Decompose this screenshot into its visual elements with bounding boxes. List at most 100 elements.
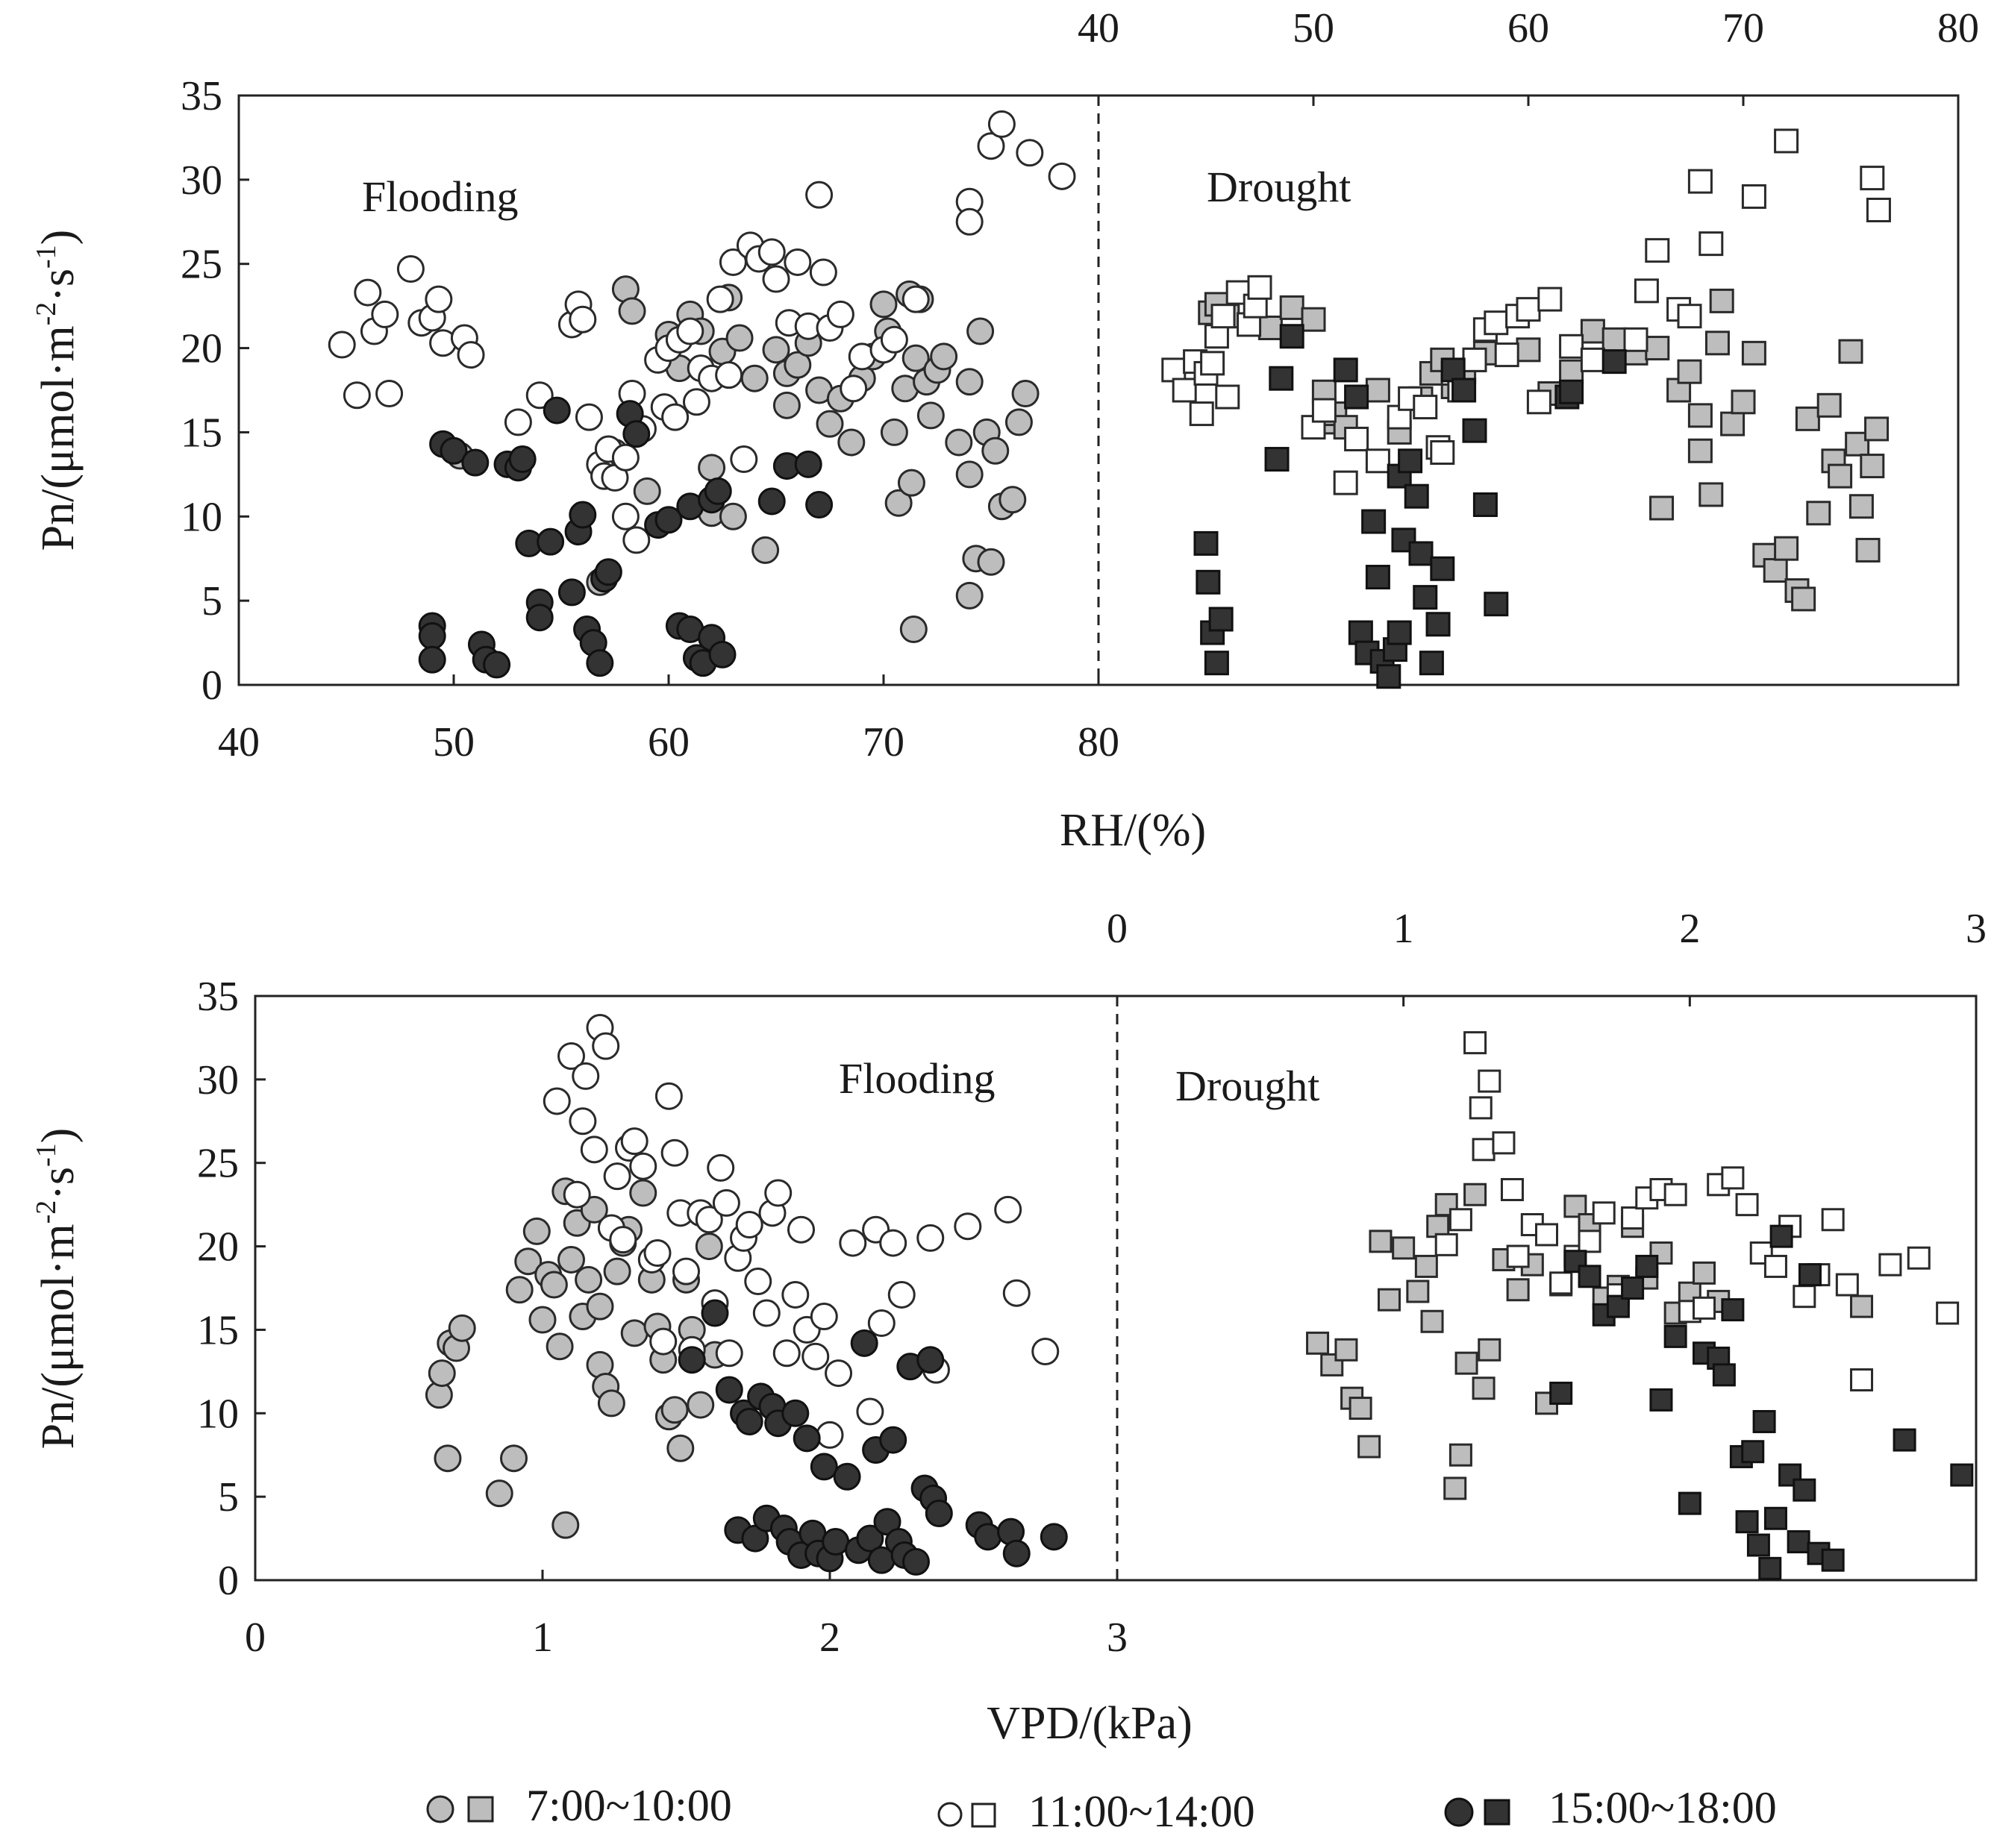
drought-point-midday: [1549, 1271, 1573, 1295]
flooding-point-midday: [620, 1127, 649, 1156]
flooding-point-morning: [505, 1276, 534, 1304]
flooding-point-morning: [916, 401, 945, 430]
drought-point-midday: [1721, 1166, 1745, 1190]
flooding-point-midday: [660, 1138, 689, 1167]
y-label-sup-1: -2: [31, 1200, 62, 1224]
flooding-point-afternoon: [833, 1462, 861, 1491]
drought-point-afternoon: [1663, 1324, 1687, 1348]
drought-point-morning: [1704, 331, 1730, 356]
drought-point-midday: [1311, 398, 1337, 423]
drought-point-midday: [1623, 327, 1648, 352]
y-tick-label: 20: [197, 1224, 239, 1271]
flooding-point-midday: [809, 258, 837, 286]
drought-point-morning: [1257, 315, 1283, 340]
drought-point-morning: [1774, 536, 1799, 561]
y-tick-label: 25: [181, 242, 222, 288]
flooding-point-afternoon: [701, 1299, 729, 1327]
flooding-point-midday: [661, 403, 690, 431]
x-tick-label-top: 40: [1078, 5, 1119, 51]
drought-point-afternoon: [1344, 384, 1369, 410]
drought-point-midday: [1463, 1031, 1487, 1055]
drought-point-morning: [1559, 359, 1584, 384]
flooding-point-morning: [500, 1444, 528, 1473]
flooding-point-midday: [757, 238, 786, 266]
flooding-point-morning: [880, 418, 908, 446]
flooding-point-midday: [1048, 162, 1076, 190]
x-tick-label-top: 1: [1393, 906, 1414, 952]
drought-point-afternoon: [1950, 1463, 1974, 1487]
data-points-vpd: [425, 1014, 1974, 1580]
flooding-point-midday: [563, 1180, 591, 1209]
flooding-point-midday: [994, 1195, 1022, 1224]
drought-point-midday: [1172, 378, 1197, 403]
x-tick-label: 40: [218, 719, 260, 765]
drought-point-afternoon: [1746, 1533, 1770, 1557]
plot-frame-vpd: [254, 995, 1978, 1582]
flooding-point-midday: [784, 248, 812, 276]
y-label-base-2: ·s: [33, 1167, 84, 1200]
drought-point-morning: [1709, 288, 1734, 313]
drought-point-afternoon: [1193, 530, 1219, 556]
flooding-point-morning: [897, 469, 925, 497]
drought-point-afternoon: [1425, 612, 1451, 637]
flooding-point-midday: [457, 341, 485, 369]
drought-point-morning: [1763, 558, 1788, 583]
y-label-base-1: Pn/(μmol·m: [33, 325, 84, 551]
y-axis-ticks-vpd: 0 5 10 15 20 25 30 35: [197, 974, 266, 1604]
legend-circle-midday: [937, 1802, 963, 1827]
flooding-point-afternoon: [483, 651, 511, 679]
flooding-point-afternoon: [735, 1407, 763, 1435]
drought-point-midday: [1559, 333, 1584, 359]
drought-point-midday: [1835, 1273, 1859, 1297]
flooding-point-midday: [649, 1327, 678, 1356]
x-tick-label-top: 50: [1293, 5, 1334, 51]
flooding-point-midday: [712, 1188, 740, 1217]
flooding-point-morning: [666, 1434, 695, 1462]
flooding-point-midday: [840, 375, 868, 403]
y-axis-label-vpd: Pn/(μmol·m-2·s-1): [31, 1128, 84, 1450]
drought-point-afternoon: [1398, 448, 1423, 474]
drought-point-midday: [1526, 389, 1551, 415]
panel-label-flooding-vpd: Flooding: [839, 1054, 996, 1103]
drought-point-afternoon: [1763, 1506, 1787, 1530]
drought-point-morning: [1448, 1443, 1472, 1467]
drought-point-afternoon: [1472, 492, 1498, 517]
drought-point-morning: [1516, 337, 1541, 363]
drought-point-midday: [1189, 401, 1214, 427]
legend-square-morning: [467, 1796, 494, 1823]
flooding-point-midday: [354, 278, 382, 307]
drought-point-afternoon: [1462, 418, 1487, 443]
drought-point-midday: [1634, 278, 1659, 304]
flooding-point-midday: [643, 1239, 672, 1268]
drought-point-midday: [1478, 1069, 1501, 1093]
drought-point-afternoon: [1798, 1263, 1822, 1287]
flooding-point-afternoon: [543, 396, 571, 425]
x-axis-label-vpd: VPD/(kPa): [987, 1698, 1193, 1749]
flooding-point-morning: [740, 364, 769, 392]
flooding-point-afternoon: [461, 448, 490, 477]
drought-point-midday: [1592, 1201, 1616, 1225]
x-tick-label: 60: [648, 719, 690, 765]
legend-item-morning: 7:00~10:00: [426, 1781, 732, 1830]
drought-point-afternoon: [1559, 379, 1584, 404]
x-tick-label: 1: [532, 1614, 553, 1661]
drought-point-afternoon: [1361, 509, 1387, 534]
flooding-point-midday: [371, 300, 399, 328]
flooding-point-morning: [837, 428, 866, 457]
flooding-point-midday: [682, 388, 710, 416]
flooding-point-afternoon: [781, 1399, 810, 1427]
drought-point-morning: [1279, 295, 1304, 320]
drought-point-afternoon: [1419, 651, 1444, 676]
drought-point-afternoon: [1678, 1491, 1701, 1515]
flooding-point-afternoon: [850, 1329, 878, 1357]
flooding-point-morning: [540, 1271, 568, 1299]
flooding-point-morning: [884, 489, 913, 517]
flooding-point-morning: [434, 1444, 462, 1473]
drought-point-midday: [1693, 1296, 1716, 1320]
drought-point-morning: [1816, 392, 1842, 418]
flooding-point-morning: [955, 581, 984, 610]
flooding-point-midday: [557, 1042, 585, 1071]
flooding-point-afternoon: [805, 490, 834, 519]
flooding-point-morning: [719, 502, 747, 530]
drought-point-midday: [1492, 1131, 1516, 1155]
